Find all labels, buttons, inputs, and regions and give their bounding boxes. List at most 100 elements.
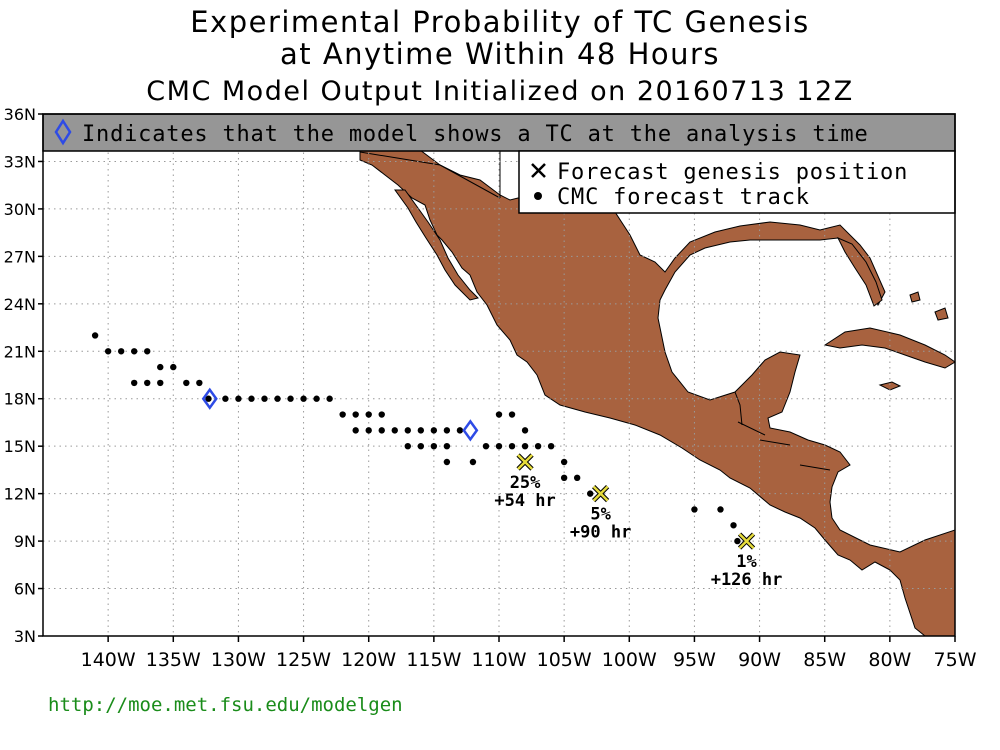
- lon-label: 75W: [934, 649, 977, 671]
- lon-label: 80W: [868, 649, 911, 671]
- land-baja: [394, 189, 479, 301]
- track-point: [443, 458, 451, 466]
- track-point: [157, 363, 164, 371]
- track-point: [326, 395, 333, 402]
- genesis-x-marker: [592, 485, 609, 502]
- track-point: [248, 395, 255, 402]
- analysis-diamond: [201, 387, 218, 410]
- track-point: [391, 427, 398, 434]
- track-point: [521, 442, 529, 450]
- track-point: [587, 490, 594, 497]
- track-point: [495, 411, 503, 418]
- lon-label: 125W: [276, 649, 331, 671]
- genesis-lead-time: +90 hr: [570, 523, 631, 543]
- track-point: [117, 348, 125, 355]
- analysis-banner: Indicates that the model shows a TC at t…: [42, 113, 956, 152]
- genesis-probability: 25%: [510, 473, 541, 493]
- track-point: [170, 363, 177, 371]
- lat-label: 18N: [4, 390, 36, 409]
- track-point: [521, 427, 529, 434]
- lon-axis-labels: 140W 135W 130W 125W 120W 115W 110W 105W 100W 95W 9…: [81, 636, 977, 671]
- track-point: [508, 411, 516, 418]
- track-point: [417, 427, 425, 434]
- genesis-lead-time: +126 hr: [711, 570, 783, 590]
- legend: Forecast genesis position CMC forecast t…: [518, 150, 956, 214]
- track-point: [365, 427, 372, 434]
- title-line-3: CMC Model Output Initialized on 20160713…: [146, 76, 854, 107]
- land-bahamas: [909, 291, 949, 321]
- track-point: [91, 332, 99, 339]
- track-point: [547, 442, 555, 450]
- lat-label: 33N: [4, 152, 36, 171]
- track-point: [104, 348, 112, 355]
- track-point: [560, 458, 568, 466]
- track-point: [534, 442, 542, 450]
- genesis-probability: 1%: [736, 552, 757, 572]
- genesis-probability: 5%: [590, 505, 611, 525]
- track-point: [378, 427, 385, 434]
- track-point: [313, 395, 320, 402]
- track-point: [352, 411, 359, 418]
- lon-label: 120W: [341, 649, 396, 671]
- forecast-track: [91, 332, 741, 545]
- track-point: [508, 442, 516, 450]
- track-point: [443, 442, 451, 450]
- genesis-markers: 25%+54 hr 5%+90 hr 1%+126 hr: [494, 453, 783, 590]
- lat-label: 30N: [4, 200, 36, 219]
- track-point: [469, 458, 477, 466]
- land-north-america: [359, 139, 955, 636]
- track-point: [404, 442, 411, 450]
- lon-label: 100W: [602, 649, 657, 671]
- lon-label: 90W: [738, 649, 781, 671]
- lon-label: 95W: [673, 649, 716, 671]
- track-point: [183, 379, 190, 387]
- track-point: [573, 474, 581, 482]
- track-point: [560, 474, 568, 482]
- track-point: [131, 379, 138, 387]
- track-point: [205, 395, 212, 402]
- legend-genesis-label: Forecast genesis position: [557, 160, 908, 185]
- track-point: [430, 442, 438, 450]
- track-point: [339, 411, 346, 418]
- lat-label: 24N: [4, 295, 36, 314]
- track-point: [365, 411, 372, 418]
- banner-text: Indicates that the model shows a TC at t…: [82, 122, 869, 147]
- genesis-x-marker: [517, 454, 533, 470]
- plot-frame: [42, 113, 956, 637]
- track-point: [131, 348, 138, 355]
- lat-label: 27N: [4, 247, 36, 266]
- track-point: [300, 395, 307, 402]
- track-point: [417, 442, 425, 450]
- genesis-x-marker: [738, 533, 755, 549]
- dot-marker-icon: [534, 192, 542, 200]
- lon-label: 110W: [471, 649, 526, 671]
- track-point: [404, 427, 411, 434]
- lat-label: 12N: [4, 485, 36, 504]
- legend-track-label: CMC forecast track: [557, 185, 810, 210]
- x-marker-icon: [531, 163, 546, 178]
- lon-label: 135W: [146, 649, 201, 671]
- track-point: [456, 427, 464, 434]
- lat-label: 6N: [14, 580, 36, 599]
- analysis-positions: [201, 387, 479, 442]
- track-point: [287, 395, 294, 402]
- track-point: [157, 379, 164, 387]
- track-point: [717, 506, 724, 513]
- track-point: [482, 442, 490, 450]
- track-point: [222, 395, 229, 402]
- lat-label: 3N: [14, 627, 36, 646]
- land-cuba: [823, 327, 955, 369]
- lon-label: 130W: [211, 649, 266, 671]
- track-point: [443, 427, 451, 434]
- source-url[interactable]: http://moe.met.fsu.edu/modelgen: [48, 694, 403, 716]
- lat-label: 36N: [4, 105, 36, 124]
- land-jamaica: [878, 381, 902, 391]
- lon-label: 115W: [406, 649, 461, 671]
- title-line-2: at Anytime Within 48 Hours: [279, 37, 721, 71]
- lon-label: 140W: [81, 649, 136, 671]
- genesis-lead-time: +54 hr: [494, 491, 555, 511]
- lat-axis-labels: 36N 33N 30N 27N 24N 21N 18N 15N 12N 9N 6N 3N: [4, 105, 43, 646]
- track-point: [734, 537, 741, 545]
- track-point: [691, 506, 698, 513]
